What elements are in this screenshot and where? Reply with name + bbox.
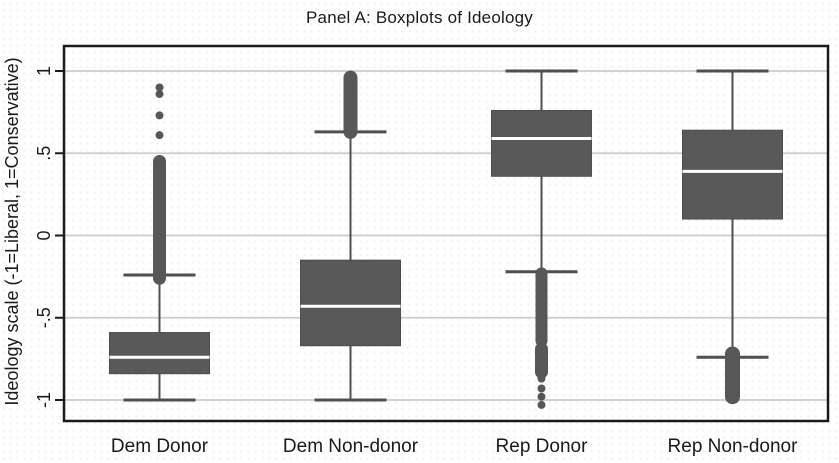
outlier-dot-rep-donor: [537, 384, 546, 393]
box-rep-non-donor: [682, 129, 783, 220]
box-dem-donor: [109, 332, 210, 375]
x-category-label: Dem Non-donor: [283, 436, 419, 457]
chart-title: Panel A: Boxplots of Ideology: [306, 8, 533, 27]
x-category-label: Rep Donor: [496, 436, 589, 457]
outlier-dot-dem-donor: [155, 111, 164, 120]
outlier-dot-rep-donor: [537, 400, 546, 409]
outlier-dot-rep-donor: [537, 374, 546, 383]
outlier-dot-dem-donor: [155, 83, 164, 92]
x-category-label: Rep Non-donor: [668, 436, 799, 457]
y-tick-label: .5: [34, 146, 54, 161]
box-dem-non-donor: [300, 259, 401, 347]
box-rep-donor: [491, 109, 592, 177]
plot-frame: [62, 44, 830, 423]
outlier-dot-dem-donor: [155, 131, 164, 140]
y-tick-label: 0: [34, 230, 54, 240]
y-tick-label: -1: [34, 392, 54, 408]
y-tick-label: 1: [34, 66, 54, 76]
y-tick-label: -.5: [34, 307, 54, 328]
x-category-label: Dem Donor: [111, 436, 209, 457]
outlier-dot-dem-donor: [155, 90, 164, 99]
outlier-dot-rep-donor: [537, 392, 546, 401]
